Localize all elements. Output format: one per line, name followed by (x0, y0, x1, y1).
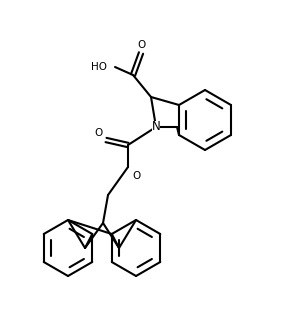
Text: O: O (132, 171, 140, 181)
Text: O: O (95, 128, 103, 138)
Text: N: N (152, 120, 160, 134)
Text: O: O (137, 40, 145, 50)
Text: HO: HO (91, 62, 107, 72)
